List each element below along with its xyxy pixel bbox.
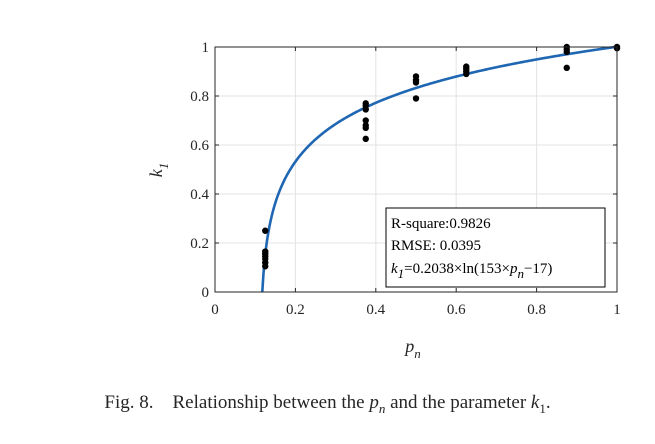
data-point bbox=[463, 70, 470, 78]
caption-k: k bbox=[530, 392, 540, 413]
caption-p-sub: n bbox=[378, 400, 386, 416]
data-point bbox=[362, 117, 369, 124]
x-tick-label: 0.4 bbox=[366, 302, 385, 318]
data-point bbox=[362, 106, 369, 113]
tick-labels: 0 0.2 0.4 0.6 0.8 1 0 0.2 0.4 0.6 0.8 1 bbox=[190, 40, 621, 318]
caption-text-a: Relationship between the bbox=[172, 392, 365, 413]
fit-curve bbox=[260, 45, 618, 293]
caption-end: . bbox=[545, 392, 551, 413]
axes bbox=[214, 46, 618, 293]
x-tick-label: 1 bbox=[613, 302, 621, 318]
data-point bbox=[262, 227, 269, 234]
y-tick-label: 0.8 bbox=[190, 89, 209, 105]
x-tick-label: 0 bbox=[211, 302, 219, 318]
caption-k-sub: 1 bbox=[539, 400, 546, 416]
data-point bbox=[563, 48, 570, 56]
x-tick-label: 0.6 bbox=[447, 302, 466, 318]
data-point bbox=[362, 135, 369, 143]
fit-annotation-box: R-square:0.9826 RMSE: 0.0395 k1=0.2038×l… bbox=[385, 207, 606, 288]
x-tick-label: 0.2 bbox=[286, 302, 305, 318]
axes-box bbox=[214, 46, 618, 293]
data-point bbox=[362, 124, 369, 132]
x-axis-label: pn bbox=[403, 336, 421, 361]
fit-curve-group bbox=[260, 45, 618, 293]
caption-figure-number: Fig. 8. bbox=[104, 392, 154, 413]
fit-equation-text: k1=0.2038×ln(153×pn−17) bbox=[391, 261, 552, 281]
data-point bbox=[563, 64, 570, 72]
y-tick-label: 1 bbox=[202, 40, 210, 56]
data-point bbox=[262, 263, 269, 270]
rsquare-text: R-square:0.9826 bbox=[391, 216, 491, 232]
rmse-text: RMSE: 0.0395 bbox=[391, 238, 481, 254]
data-point bbox=[412, 79, 420, 86]
chart: 0 0.2 0.4 0.6 0.8 1 0 0.2 0.4 0.6 0.8 1 pn k1 R-squ… bbox=[146, 40, 621, 361]
y-tick-label: 0.4 bbox=[190, 187, 209, 203]
figure-caption: Fig. 8. Relationship between the pn and … bbox=[0, 392, 655, 417]
data-point bbox=[412, 95, 420, 102]
data-points bbox=[262, 43, 621, 270]
y-tick-label: 0 bbox=[202, 285, 210, 301]
y-tick-label: 0.6 bbox=[190, 138, 209, 154]
caption-p: p bbox=[369, 392, 379, 413]
y-tick-label: 0.2 bbox=[190, 236, 209, 252]
y-axis-label: k1 bbox=[146, 163, 171, 178]
x-tick-label: 0.8 bbox=[527, 302, 546, 318]
caption-text-b: and the parameter bbox=[390, 392, 527, 413]
